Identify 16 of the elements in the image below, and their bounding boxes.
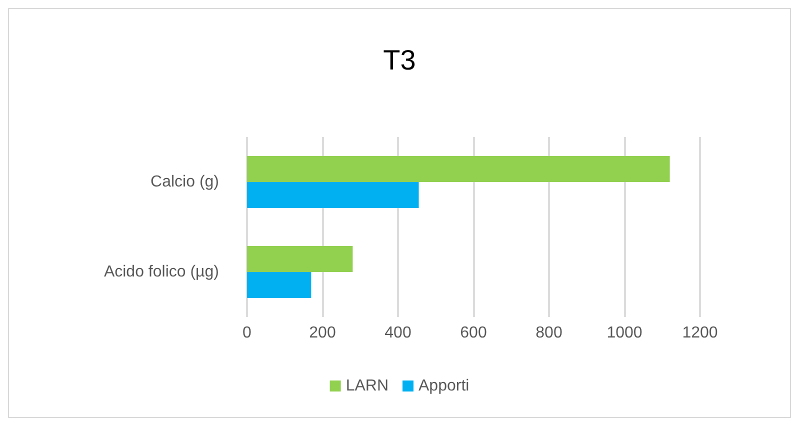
legend-label: LARN (346, 378, 388, 394)
x-tick-label: 1200 (682, 324, 718, 342)
y-tick-label: Calcio (g) (150, 174, 219, 190)
x-tick-label: 600 (460, 324, 487, 342)
bar (247, 182, 419, 208)
x-tick-label: 200 (309, 324, 336, 342)
x-tick-label: 400 (384, 324, 412, 342)
bar (247, 246, 353, 272)
x-tick-label: 800 (536, 324, 562, 342)
x-tick-label: 1000 (606, 324, 642, 342)
bar (247, 272, 312, 298)
chart-title: T3 (383, 44, 416, 76)
bar (247, 156, 670, 182)
y-tick-label: Acido folico (µg) (104, 264, 219, 280)
legend-label: Apporti (418, 378, 470, 394)
x-tick-label: 0 (242, 324, 252, 342)
